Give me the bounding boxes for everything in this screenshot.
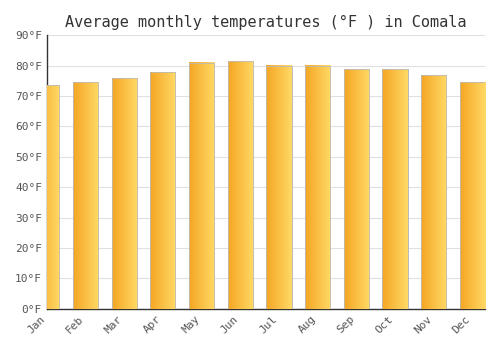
Bar [460, 83, 485, 309]
Bar [421, 75, 446, 309]
Bar [305, 66, 330, 309]
Bar [228, 61, 253, 309]
Bar [189, 63, 214, 309]
Bar [150, 72, 176, 309]
Bar [73, 83, 98, 309]
Bar [73, 83, 98, 309]
Bar [382, 69, 407, 309]
Bar [228, 61, 253, 309]
Bar [344, 69, 369, 309]
Bar [382, 69, 407, 309]
Bar [34, 85, 59, 309]
Bar [112, 78, 137, 309]
Bar [266, 66, 291, 309]
Bar [460, 83, 485, 309]
Bar [344, 69, 369, 309]
Bar [266, 66, 291, 309]
Bar [112, 78, 137, 309]
Bar [421, 75, 446, 309]
Bar [150, 72, 176, 309]
Bar [305, 66, 330, 309]
Bar [34, 85, 59, 309]
Bar [189, 63, 214, 309]
Title: Average monthly temperatures (°F ) in Comala: Average monthly temperatures (°F ) in Co… [65, 15, 466, 30]
